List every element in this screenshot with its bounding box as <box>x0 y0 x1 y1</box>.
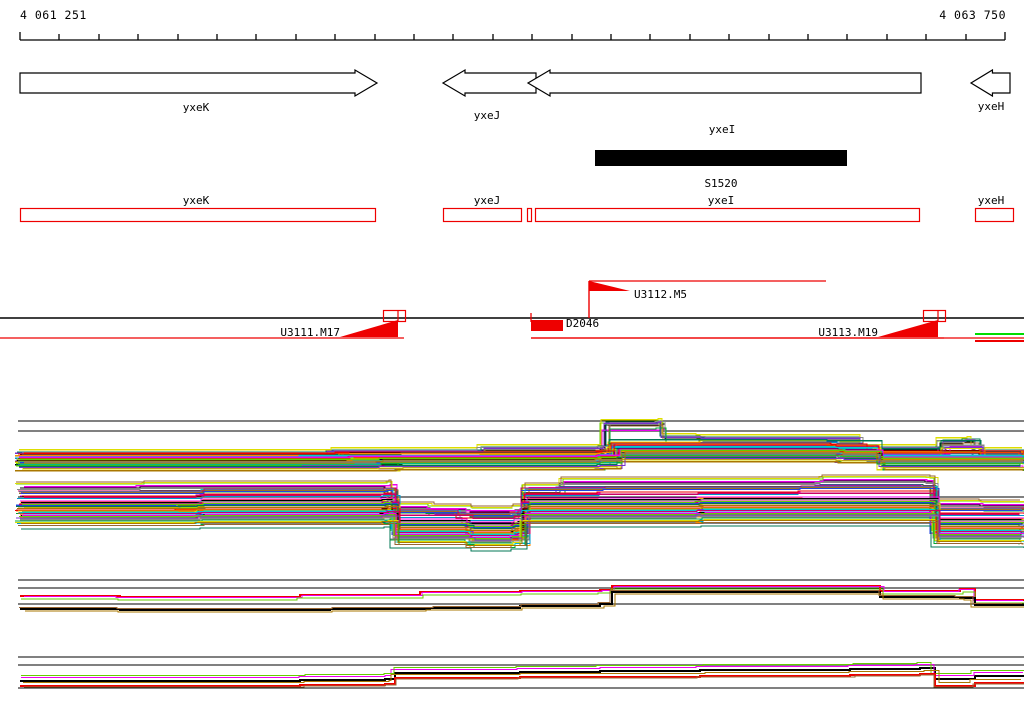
expression-trace-trace-black-upper <box>20 423 1024 456</box>
expression-trace-trace-cyan-lower-v8 <box>21 519 1022 547</box>
expression-trace-trace-black-pair-1 <box>20 590 1024 612</box>
probe-bar-S1520[interactable] <box>595 150 847 166</box>
expression-trace-trace-cyan-lower-v5 <box>16 514 1024 541</box>
expression-trace-trace-red-pair-2-v2 <box>23 670 1021 684</box>
expression-trace-trace-yellow-lower-v3 <box>20 496 1024 523</box>
expression-trace-trace-black-pair-2-v1 <box>21 663 1023 678</box>
deletion-block-D2046[interactable] <box>531 320 563 331</box>
annotation-label-yxeH: yxeH <box>977 194 1005 207</box>
mutation-label-D2046: D2046 <box>566 317 600 330</box>
expression-trace-trace-magenta-lower-v3 <box>21 488 1023 517</box>
expression-trace-trace-red-pair-1 <box>20 584 1024 602</box>
expression-trace-trace-green-lower-v6 <box>22 501 1024 528</box>
mutation-insertion-track[interactable] <box>0 280 1024 342</box>
annotation-box-yxeK[interactable] <box>19 207 377 223</box>
insertion-wedge-U3111.M17[interactable] <box>340 320 398 337</box>
expression-trace-trace-red-lower-v6 <box>17 504 1023 531</box>
expression-trace-trace-green-lower-v7 <box>16 502 1020 530</box>
expression-trace-trace-black-lower-v4 <box>15 475 1024 509</box>
annotation-box-yxeI[interactable] <box>534 207 921 223</box>
left-coordinate-label: 4 061 251 <box>20 8 87 22</box>
expression-trace-trace-blue-v7 <box>24 453 1023 464</box>
annotation-label-yxeI: yxeI <box>707 194 735 207</box>
expression-trace-trace-orange-v5 <box>22 439 1021 456</box>
insertion-marker-U3111.M17[interactable] <box>382 309 407 323</box>
expression-trace-trace-black-pair-2 <box>20 666 1024 683</box>
expression-trace-trace-red-pair-1-v2 <box>21 588 1024 604</box>
gene-arrow-label-yxeI: yxeI <box>708 123 736 136</box>
probe-feature-track[interactable] <box>595 150 847 166</box>
expression-trace-trace-red-pair-2 <box>20 672 1024 688</box>
insertion-marker-U3113.M19[interactable] <box>922 309 947 323</box>
mutation-label-U3113.M19: U3113.M19 <box>818 326 878 339</box>
expression-trace-trace-black-pair-1-v1 <box>19 590 1022 610</box>
gene-arrow-yxeJ[interactable] <box>441 68 537 98</box>
expression-trace-trace-magenta-lower-v8 <box>18 485 1024 514</box>
expression-trace-trace-red-pair-1-v1 <box>24 586 1023 602</box>
mutation-label-U3112.M5: U3112.M5 <box>634 288 687 301</box>
expression-trace-trace-red-pair-2-v1 <box>24 674 1024 688</box>
gene-arrow-label-yxeH: yxeH <box>977 100 1005 113</box>
gene-arrow-yxeI[interactable] <box>526 68 922 98</box>
expression-trace-trace-red-v3 <box>24 444 1024 455</box>
right-coordinate-label: 4 063 750 <box>939 8 1006 22</box>
annotation-box-yxeJ[interactable] <box>442 207 523 223</box>
mutation-label-U3111.M17: U3111.M17 <box>280 326 340 339</box>
expression-trace-trace-cyan-lower-v4 <box>20 515 1024 542</box>
expression-trace-trace-orange-lower-v7 <box>22 512 1024 539</box>
expression-plot-area <box>15 418 1024 689</box>
gene-arrow-track[interactable] <box>19 68 1011 98</box>
insertion-wedge-U3112.M5[interactable] <box>589 281 630 291</box>
gene-arrow-yxeK[interactable] <box>19 68 379 98</box>
gene-arrow-yxeH[interactable] <box>969 68 1011 98</box>
expression-trace-trace-black-pair-1-v2 <box>25 593 1024 613</box>
annotation-box-yxeH[interactable] <box>974 207 1015 223</box>
annotation-box-yxeJ-b[interactable] <box>526 207 533 223</box>
gene-arrow-label-yxeK: yxeK <box>182 101 210 114</box>
expression-trace-trace-black-pair-2-v2 <box>21 661 1024 676</box>
annotation-label-yxeK: yxeK <box>182 194 210 207</box>
expression-trace-trace-yellow-lower-v1 <box>24 492 1020 519</box>
expression-trace-trace-cyan-lower-v7 <box>18 522 1024 549</box>
expression-trace-trace-black-upper-v4 <box>19 418 1022 451</box>
expression-trace-trace-orange-lower-v5 <box>23 509 1022 537</box>
expression-trace-trace-cyan-lower-v2 <box>21 525 1024 552</box>
insertion-wedge-U3113.M19[interactable] <box>878 320 938 337</box>
expression-trace-trace-blue-v8 <box>18 451 1024 462</box>
gene-annotation-track[interactable] <box>19 207 1015 223</box>
gene-arrow-label-yxeJ: yxeJ <box>473 109 501 122</box>
expression-trace-trace-black-upper-v3 <box>17 420 1024 453</box>
probe-label-S1520: S1520 <box>704 177 738 190</box>
expression-trace-trace-yellow-lower-v7 <box>22 498 1024 525</box>
coordinate-ruler[interactable] <box>19 32 1006 41</box>
annotation-label-yxeJ: yxeJ <box>473 194 501 207</box>
